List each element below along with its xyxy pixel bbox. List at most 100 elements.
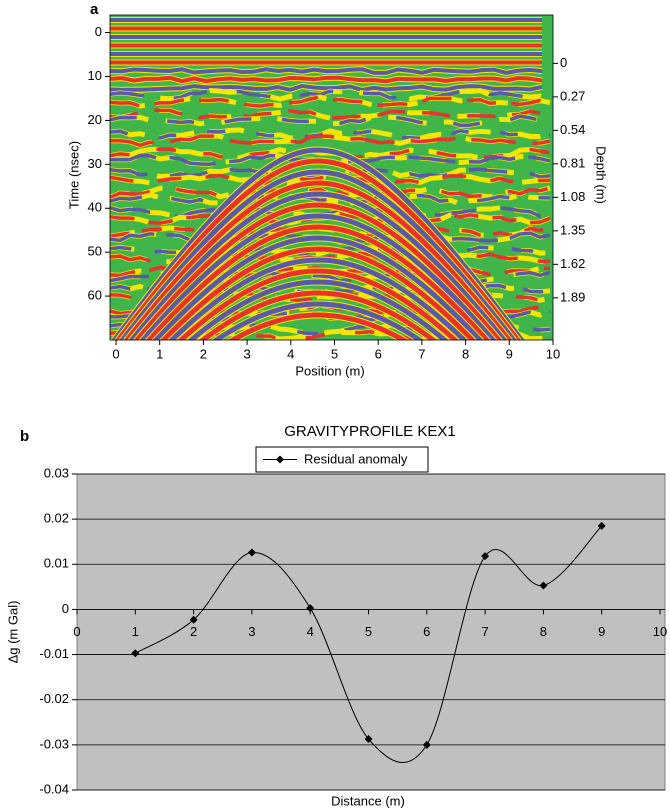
x-tick-label: 10 [546,346,560,361]
radargram-stripe [110,172,551,187]
x-tick-label: 10 [653,624,667,639]
radargram-stripe [115,158,521,340]
data-point [131,649,140,658]
radargram-stripe [187,279,449,340]
y-tick-label: 0.01 [44,556,69,571]
radargram-stripe [152,235,484,340]
data-point [364,734,373,743]
radargram-stripe [198,290,438,340]
data-point [539,581,548,590]
radargram-stripe [110,167,551,179]
y2-axis-label: Depth (m) [594,146,609,204]
radargram-stripe [111,147,525,340]
x-tick-label: 3 [248,624,255,639]
x-tick-label: 2 [190,624,197,639]
y-tick-label: 0.02 [44,511,69,526]
x-tick-label: 5 [331,346,338,361]
radargram-stripe [110,67,543,75]
y-tick-label: 20 [88,112,102,127]
panel-label: b [20,428,29,445]
radargram-stripe [128,191,508,340]
x-tick-label: 4 [287,346,294,361]
x-tick-label: 9 [506,346,513,361]
radargram-stripe [110,192,551,206]
radargram-stripe [110,224,551,239]
y2-tick-label: 0.54 [560,122,585,137]
x-tick-label: 9 [598,624,605,639]
y2-tick-label: 0 [560,55,567,70]
radargram-stripe [139,213,497,340]
radargram-stripe [119,169,517,340]
y2-tick-label: 1.62 [560,256,585,271]
x-tick-label: 8 [462,346,469,361]
y-tick-label: 30 [88,156,102,171]
y-axis-label: Δg (m Gal) [5,601,20,664]
radargram-stripe [110,88,551,101]
x-tick-label: 2 [200,346,207,361]
y2-tick-label: 1.89 [560,289,585,304]
y-tick-label: 0.03 [44,465,69,480]
radargram-stripe [110,289,551,304]
y-tick-label: 60 [88,288,102,303]
radargram-stripe [133,202,503,340]
y-tick-label: 50 [88,244,102,259]
data-line [135,525,603,764]
data-point [189,615,198,624]
data-point [247,548,256,557]
y2-tick-label: 0.81 [560,155,585,170]
data-point [306,604,315,613]
data-point [422,740,431,749]
radargram-stripe [110,211,551,225]
y2-tick-label: 1.35 [560,222,585,237]
y-tick-label: 0 [62,601,69,616]
x-tick-label: 6 [375,346,382,361]
x-tick-label: 6 [423,624,430,639]
data-point [597,521,606,530]
radargram-stripe [110,114,551,127]
radargram-stripe [110,83,543,93]
radargram-stripe [177,268,459,340]
y2-tick-label: 0.27 [560,88,585,103]
y2-tick-label: 1.08 [560,189,585,204]
radargram-stripe [110,75,543,84]
y-tick-label: 0 [95,24,102,39]
y-axis-label: Time (nsec) [66,141,81,209]
x-tick-label: 8 [540,624,547,639]
x-tick-label: 5 [365,624,372,639]
x-tick-label: 7 [481,624,488,639]
radargram-stripe [145,224,491,340]
radargram-stripe [110,134,551,148]
x-tick-label: 1 [132,624,139,639]
x-tick-label: 7 [418,346,425,361]
x-tick-label: 4 [307,624,314,639]
x-axis-label: Distance (m) [331,793,405,808]
data-point [481,552,490,561]
radargram-stripe [110,127,551,141]
radargram-stripe [110,95,551,108]
radargram-stripe [110,245,551,257]
legend-marker [276,455,284,464]
y-tick-label: 10 [88,68,102,83]
radargram-stripe [110,108,551,120]
legend-label: Residual anomaly [304,451,408,466]
y-tick-label: -0.03 [39,736,69,751]
x-tick-label: 0 [112,346,119,361]
y-tick-label: -0.02 [39,691,69,706]
plot-background [76,473,666,791]
x-axis-label: Position (m) [295,363,364,378]
y-tick-label: -0.01 [39,646,69,661]
panel-label: a [90,1,99,18]
x-tick-label: 3 [243,346,250,361]
x-tick-label: 0 [73,624,80,639]
radargram-stripe [123,180,513,340]
radargram [110,15,553,340]
radargram-stripe [110,231,551,244]
plot-frame [109,14,554,341]
radargram-stripe [160,246,476,340]
radargram-stripe [212,301,424,340]
y-tick-label: -0.04 [39,781,69,796]
x-tick-label: 1 [156,346,163,361]
radargram-stripe [227,312,409,340]
y-tick-label: 40 [88,200,102,215]
